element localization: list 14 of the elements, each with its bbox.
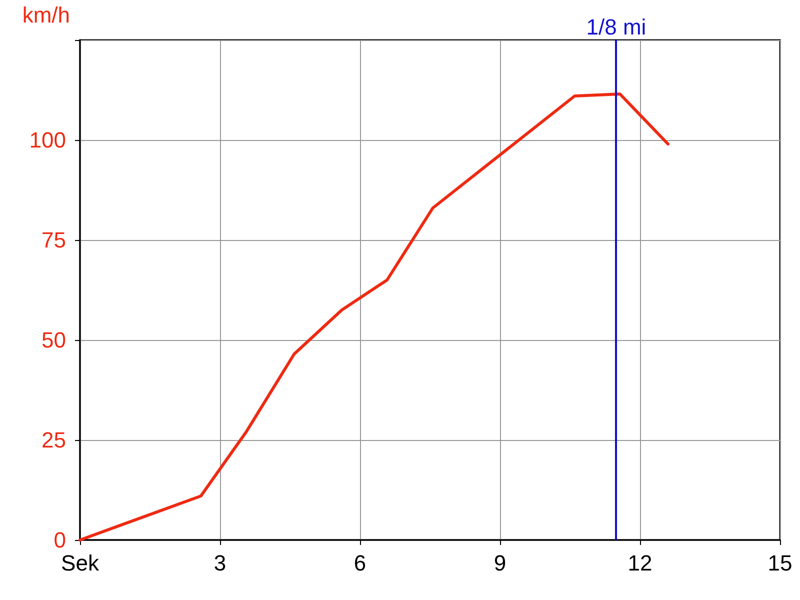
y-tick-label: 0 <box>54 528 66 552</box>
x-tick-label: Sek <box>61 550 100 576</box>
y-tick-label: 100 <box>29 128 66 152</box>
y-axis-title: km/h <box>22 2 70 28</box>
x-tick-label: 12 <box>628 550 652 576</box>
x-tick-label: 6 <box>354 550 366 576</box>
y-tick-label: 25 <box>42 428 66 452</box>
x-tick-label: 15 <box>768 550 792 576</box>
y-tick-label: 75 <box>42 228 66 252</box>
ref-line-label: 1/8 mi <box>586 14 646 40</box>
x-tick-label: 3 <box>214 550 226 576</box>
x-tick-label: 9 <box>494 550 506 576</box>
y-tick-label: 50 <box>42 328 66 352</box>
line-series <box>78 92 670 542</box>
